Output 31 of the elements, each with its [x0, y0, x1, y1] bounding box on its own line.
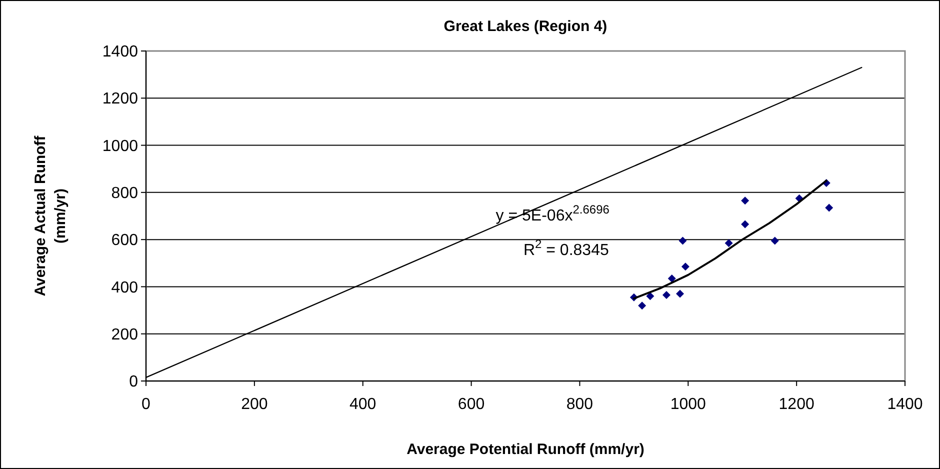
- point: [741, 220, 750, 228]
- point: [681, 262, 690, 271]
- x-tick-label: 0: [142, 396, 151, 413]
- point: [770, 236, 779, 245]
- y-tick-label: 1200: [102, 90, 138, 108]
- point: [638, 302, 646, 310]
- point: [676, 290, 684, 298]
- y-tick-label: 0: [129, 374, 138, 391]
- point: [678, 236, 687, 245]
- x-tick-label: 200: [241, 396, 268, 413]
- x-tick-label: 600: [458, 396, 485, 413]
- y-tick-label: 200: [111, 326, 138, 344]
- point: [668, 274, 676, 282]
- x-tick-label: 1400: [887, 396, 923, 413]
- y-tick-label: 800: [111, 185, 138, 202]
- y-tick-label: 1400: [102, 44, 138, 61]
- y-tick-label: 400: [111, 279, 138, 296]
- x-axis-title: Average Potential Runoff (mm/yr): [406, 441, 644, 458]
- x-tick-label: 800: [566, 396, 594, 413]
- x-tick-label: 1200: [778, 396, 814, 413]
- y-tick-label: 1000: [102, 138, 138, 155]
- y-axis-title: Average Actual Runoff (mm/yr): [32, 134, 69, 296]
- x-tick-label: 1000: [670, 396, 706, 413]
- y-tick-label: 600: [111, 232, 138, 250]
- x-tick-label: 400: [350, 396, 376, 413]
- point: [724, 239, 733, 248]
- point: [825, 204, 834, 212]
- chart-title: Great Lakes (Region 4): [444, 18, 608, 35]
- point: [741, 196, 750, 205]
- point: [662, 290, 670, 299]
- point: [646, 292, 654, 300]
